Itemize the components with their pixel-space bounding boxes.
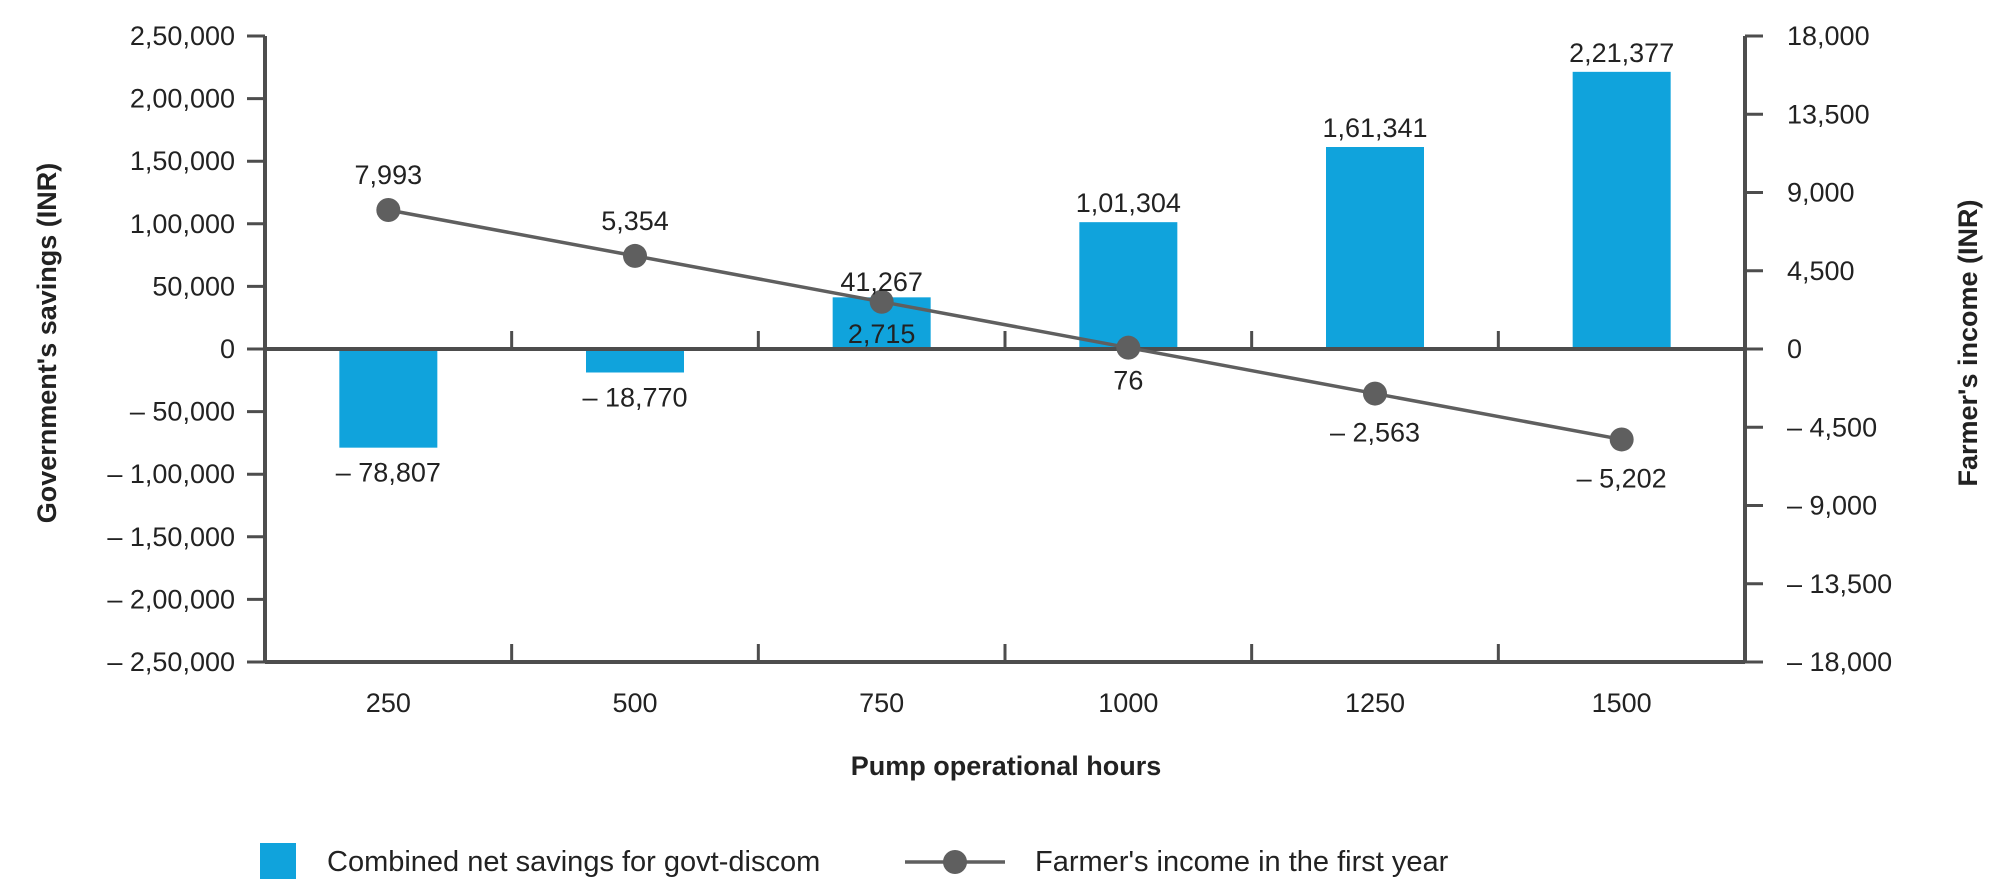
y-tick-label: 2,50,000 [130,21,235,51]
bar [1326,147,1424,349]
line-value-label: 5,354 [601,206,669,236]
bars-layer [339,71,1671,448]
bar-value-label: 1,01,304 [1076,188,1181,218]
line-point [623,243,647,268]
y2-tick-label: 13,500 [1787,99,1870,129]
y2-axis-title: Farmer's income (INR) [1953,200,1983,487]
x-axis-title: Pump operational hours [851,751,1162,781]
line-point [376,198,401,223]
legend: Combined net savings for govt-discom Far… [260,843,1449,879]
line-value-label: 76 [1113,366,1143,396]
bar-value-label: 1,61,341 [1322,113,1427,143]
bar [339,349,438,448]
y-axis-title: Government's savings (INR) [32,163,62,524]
axes-layer: 2,50,000 2,00,000 1,50,000 1,00,000 50,000 0 –… [107,21,1892,718]
line-layer [376,198,1634,452]
y2-tick-label: 18,000 [1787,21,1870,51]
y2-tick-label: – 9,000 [1787,491,1877,521]
legend-bar-label: Combined net savings for govt-discom [327,846,820,878]
line-value-label: – 2,563 [1330,418,1420,448]
x-tick-label: 1250 [1345,688,1405,718]
legend-line-label: Farmer's income in the first year [1035,846,1449,878]
line-point [869,289,894,314]
bar-value-label: 41,267 [840,267,923,297]
x-tick-label: 500 [612,688,657,718]
y2-tick-label: 0 [1787,334,1802,364]
y-tick-label: 50,000 [152,271,235,301]
bar [1079,222,1178,349]
labels-layer: – 78,807 – 18,770 41,267 1,01,304 1,61,341 2,… [336,38,1674,494]
line-series [388,208,1622,442]
x-tick-label: 1000 [1098,688,1158,718]
legend-bar-swatch [260,843,296,879]
y2-tick-label: – 18,000 [1787,647,1892,677]
y-tick-label: 2,00,000 [130,84,235,114]
y-tick-label: – 2,00,000 [107,584,235,614]
x-tick-label: 250 [366,688,411,718]
y-tick-label: – 50,000 [130,397,235,427]
bar [586,349,684,373]
line-value-label: – 5,202 [1577,463,1667,493]
line-point [1609,427,1634,452]
y-tick-label: 0 [220,334,235,364]
x-tick-label: 1500 [1592,688,1652,718]
bar [1572,71,1671,349]
legend-line-marker [943,850,967,874]
y-tick-label: 1,00,000 [130,209,235,239]
line-point [1363,381,1387,406]
bar-value-label: – 18,770 [582,383,687,413]
y2-tick-label: 9,000 [1787,178,1855,208]
y-tick-label: – 2,50,000 [107,647,235,677]
x-tick-label: 750 [859,688,904,718]
line-value-label: 2,715 [848,319,916,349]
y-tick-label: – 1,50,000 [107,522,235,552]
y-tick-label: – 1,00,000 [107,459,235,489]
bar-value-label: 2,21,377 [1569,38,1674,68]
y-tick-label: 1,50,000 [130,146,235,176]
line-value-label: 7,993 [355,160,423,190]
y2-tick-label: 4,500 [1787,256,1855,286]
y2-tick-label: – 13,500 [1787,569,1892,599]
line-point [1116,335,1141,360]
bar-value-label: – 78,807 [336,458,441,488]
y2-tick-label: – 4,500 [1787,412,1877,442]
